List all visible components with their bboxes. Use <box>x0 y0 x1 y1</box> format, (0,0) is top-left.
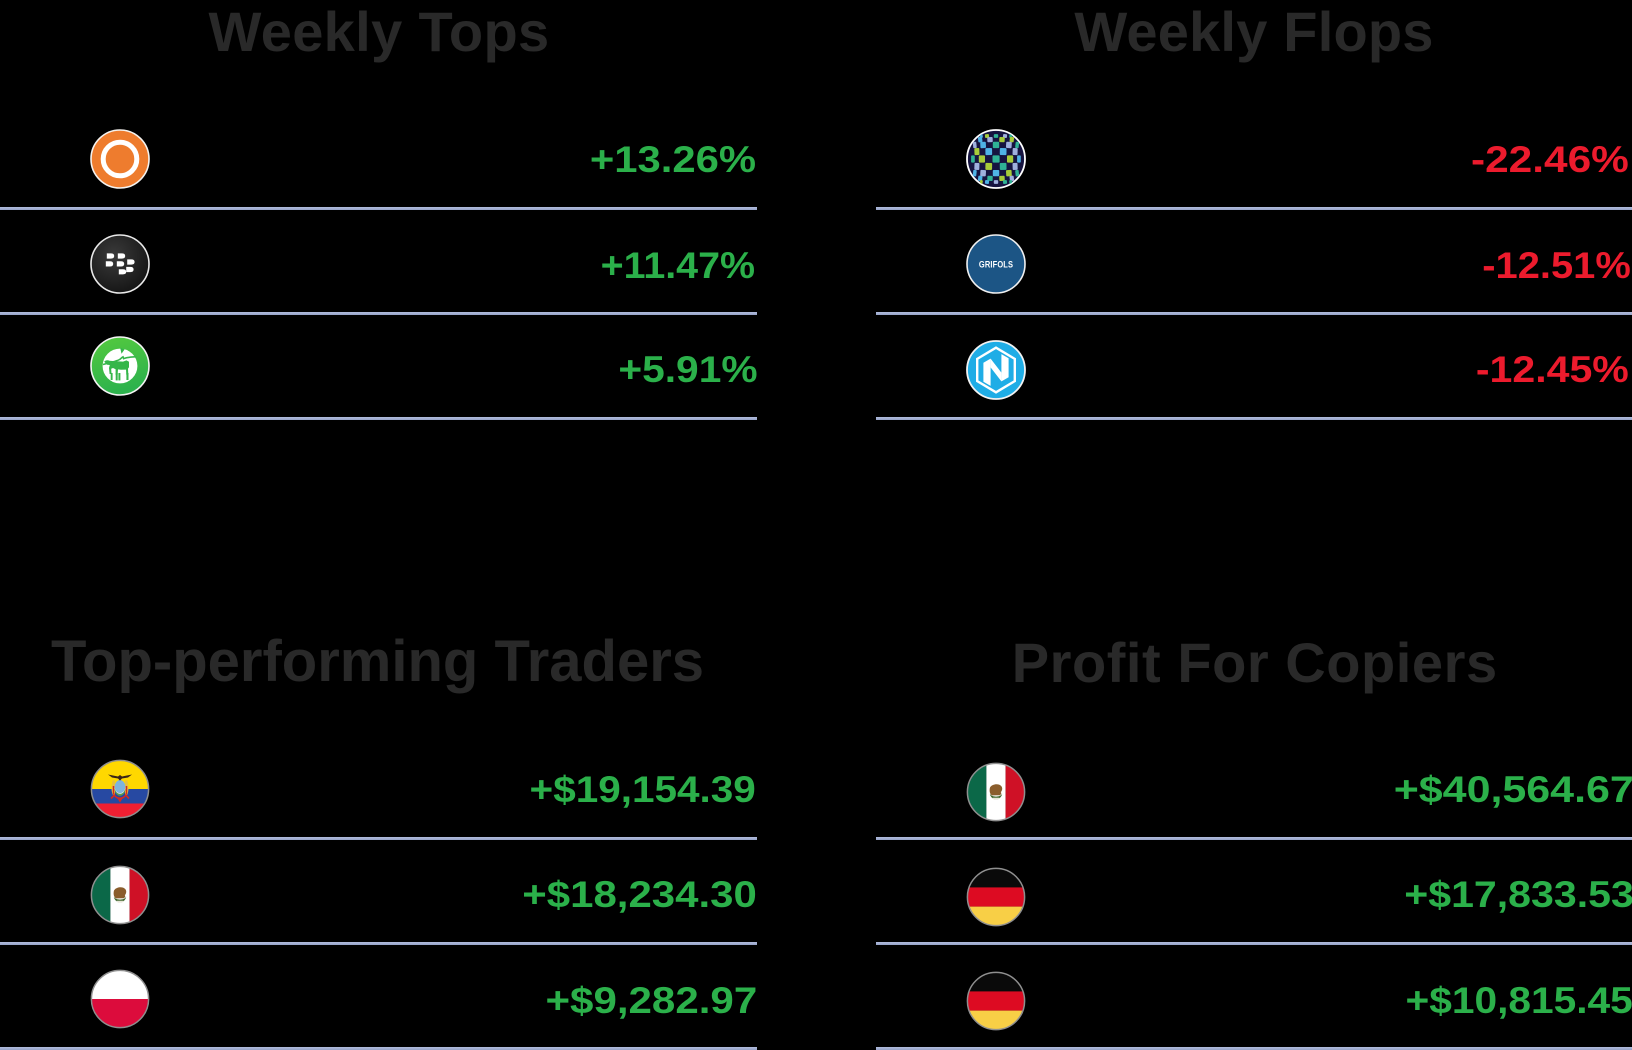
svg-text:GRIFOLS: GRIFOLS <box>979 258 1013 269</box>
